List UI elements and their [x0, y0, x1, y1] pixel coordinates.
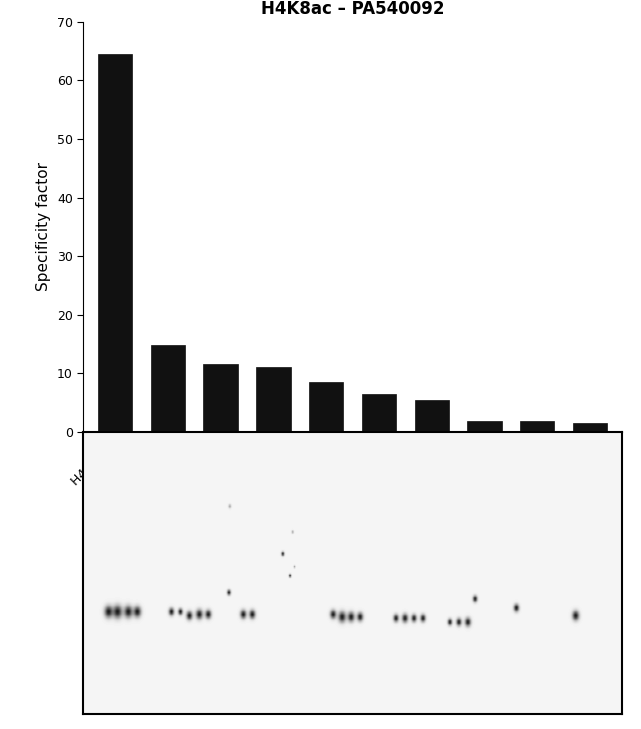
Bar: [520, 421, 554, 432]
Bar: [362, 394, 396, 432]
Bar: [467, 421, 502, 432]
Bar: [309, 382, 344, 432]
Title: Specificity Analysis (Multiple Peptide Average)
H4K8ac – PA540092: Specificity Analysis (Multiple Peptide A…: [133, 0, 572, 17]
X-axis label: Modification: Modification: [306, 509, 399, 524]
Bar: [98, 54, 132, 432]
Y-axis label: Specificity factor: Specificity factor: [37, 163, 51, 292]
Bar: [203, 364, 238, 432]
Bar: [415, 399, 449, 432]
Bar: [573, 423, 607, 432]
Bar: [256, 367, 290, 432]
Bar: [151, 345, 185, 432]
